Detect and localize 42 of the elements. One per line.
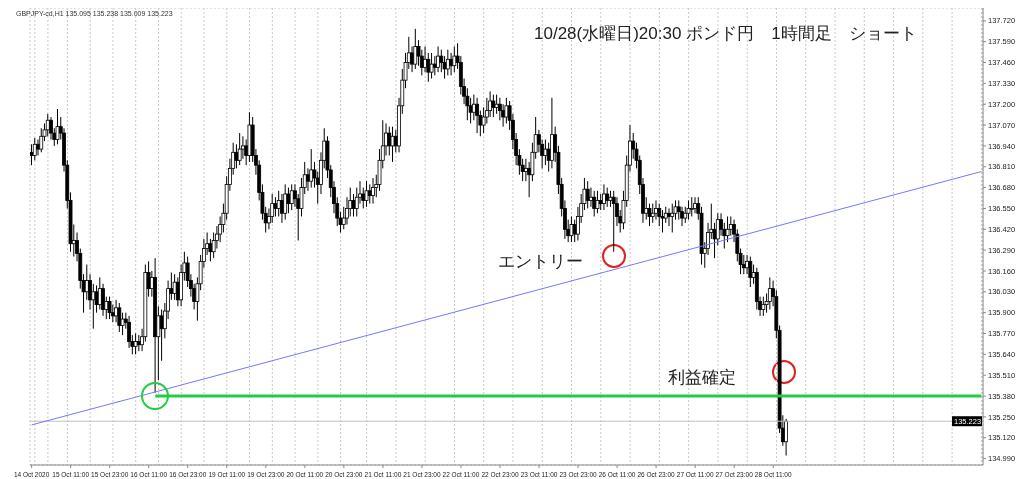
candlestick	[351, 193, 356, 217]
candlestick	[452, 45, 457, 73]
candlestick	[475, 97, 479, 134]
candlestick	[650, 203, 655, 224]
annotation: エントリー	[498, 251, 583, 273]
candlestick	[767, 276, 772, 310]
candlestick	[283, 183, 288, 221]
candlestick	[237, 132, 242, 166]
candlestick	[670, 203, 675, 233]
candlestick	[491, 94, 496, 118]
candlestick	[543, 138, 548, 166]
candlestick	[309, 148, 314, 189]
candlestick	[748, 256, 753, 288]
candlestick	[725, 215, 730, 243]
candlestick	[234, 143, 239, 169]
candlestick	[30, 143, 34, 166]
candlestick	[585, 180, 590, 209]
annotation: 利益確定	[668, 367, 736, 389]
candlestick	[364, 180, 369, 208]
text: 10/28(水曜日)20:30 ポンド円 1時間足 ショート	[534, 23, 917, 45]
candlestick	[689, 196, 694, 217]
candlestick	[39, 127, 44, 153]
candlestick	[273, 196, 278, 217]
candlestick	[436, 45, 440, 73]
candlestick	[172, 273, 177, 301]
candlestick	[784, 418, 788, 457]
candlestick	[32, 137, 37, 161]
candlestick	[413, 28, 418, 70]
candlestick	[159, 308, 164, 362]
candlestick	[761, 296, 766, 317]
candlestick	[429, 52, 434, 80]
candlestick	[371, 177, 375, 205]
candlestick	[390, 126, 395, 163]
candlestick	[289, 183, 294, 211]
candlestick	[494, 94, 499, 115]
candlestick	[117, 302, 122, 333]
candlestick	[445, 49, 450, 76]
candlestick	[286, 187, 291, 214]
candlestick	[569, 215, 574, 243]
candlestick	[432, 55, 437, 76]
candlestick	[686, 199, 691, 221]
candlestick	[107, 296, 112, 320]
